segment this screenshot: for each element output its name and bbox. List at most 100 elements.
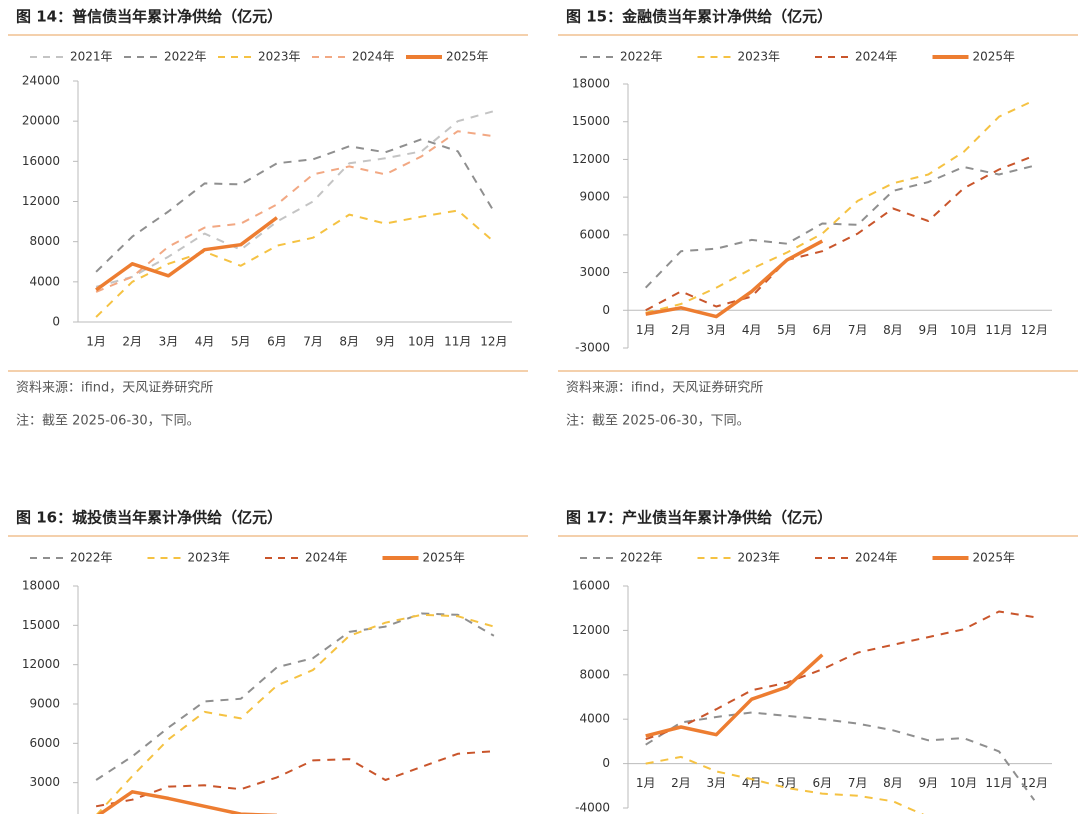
x-tick-label: 8月 <box>883 776 903 790</box>
note: 注：截至 2025-06-30，下同。 <box>566 414 750 429</box>
y-tick-label: 12000 <box>22 194 60 208</box>
series-line <box>95 216 278 292</box>
y-tick-label: 12000 <box>572 152 610 166</box>
x-tick-label: 1月 <box>636 323 656 337</box>
series-line <box>97 790 277 814</box>
chart-title: 图 14：普信债当年累计净供给（亿元） <box>16 8 282 26</box>
chart-title: 图 16：城投债当年累计净供给（亿元） <box>16 509 282 527</box>
legend-label: 2025年 <box>423 551 466 565</box>
y-tick-label: 4000 <box>579 712 610 726</box>
x-tick-label: 11月 <box>985 323 1012 337</box>
x-tick-label: 2月 <box>122 335 142 349</box>
y-tick-label: 18000 <box>22 579 60 593</box>
series-line <box>645 755 925 814</box>
source: 资料来源：ifind，天风证券研究所 <box>566 380 763 396</box>
y-tick-label: 8000 <box>29 234 60 248</box>
y-tick-label: 0 <box>52 315 60 329</box>
y-tick-label: 18000 <box>572 77 610 91</box>
x-tick-label: 11月 <box>985 776 1012 790</box>
x-tick-label: 1月 <box>86 335 106 349</box>
chart-title: 图 17：产业债当年累计净供给（亿元） <box>566 509 832 527</box>
y-tick-label: -4000 <box>575 801 610 814</box>
legend-label: 2025年 <box>446 50 489 64</box>
x-tick-label: 9月 <box>919 323 939 337</box>
y-tick-label: -3000 <box>575 341 610 355</box>
y-tick-label: 6000 <box>579 227 610 241</box>
y-tick-label: 15000 <box>572 114 610 128</box>
x-tick-label: 6月 <box>267 335 287 349</box>
legend-label: 2022年 <box>164 50 207 64</box>
x-tick-label: 6月 <box>813 323 833 337</box>
x-tick-label: 12月 <box>480 335 507 349</box>
series-line <box>644 164 1035 289</box>
x-tick-label: 4月 <box>195 335 215 349</box>
x-tick-label: 4月 <box>742 323 762 337</box>
legend-label: 2024年 <box>305 551 348 565</box>
series-line <box>645 99 1035 314</box>
series-line <box>95 110 495 288</box>
x-tick-label: 3月 <box>707 323 727 337</box>
source: 资料来源：ifind，天风证券研究所 <box>16 380 213 396</box>
legend-label: 2021年 <box>70 50 113 64</box>
x-tick-label: 2月 <box>671 776 691 790</box>
y-tick-label: 0 <box>602 756 610 770</box>
y-tick-label: 16000 <box>22 154 60 168</box>
legend-label: 2023年 <box>738 551 781 565</box>
series-line <box>645 711 1036 801</box>
y-tick-label: 0 <box>602 303 610 317</box>
x-tick-label: 4月 <box>742 776 762 790</box>
x-tick-label: 10月 <box>950 323 977 337</box>
x-tick-label: 7月 <box>848 776 868 790</box>
x-tick-label: 8月 <box>883 323 903 337</box>
x-tick-label: 6月 <box>813 776 833 790</box>
legend-label: 2022年 <box>620 551 663 565</box>
series-line <box>95 612 495 781</box>
legend-label: 2024年 <box>352 50 395 64</box>
x-tick-label: 1月 <box>636 776 656 790</box>
y-tick-label: 9000 <box>579 190 610 204</box>
series-line <box>95 138 495 273</box>
series-line <box>645 610 1035 741</box>
legend-label: 2025年 <box>973 50 1016 64</box>
series-line <box>645 653 824 738</box>
y-tick-label: 6000 <box>29 736 60 750</box>
x-tick-label: 9月 <box>376 335 396 349</box>
legend-label: 2022年 <box>620 50 663 64</box>
series-line <box>645 154 1035 312</box>
x-tick-label: 2月 <box>671 323 691 337</box>
x-tick-label: 5月 <box>777 323 797 337</box>
x-tick-label: 3月 <box>707 776 727 790</box>
chart-title: 图 15：金融债当年累计净供给（亿元） <box>566 8 832 26</box>
legend-label: 2023年 <box>188 551 231 565</box>
series-line <box>95 209 495 318</box>
series-line <box>95 130 495 293</box>
legend-label: 2025年 <box>973 551 1016 565</box>
note: 注：截至 2025-06-30，下同。 <box>16 414 200 429</box>
legend-label: 2024年 <box>855 551 898 565</box>
y-tick-label: 24000 <box>22 74 60 88</box>
y-tick-label: 20000 <box>22 114 60 128</box>
x-tick-label: 7月 <box>848 323 868 337</box>
legend-label: 2023年 <box>738 50 781 64</box>
y-tick-label: 12000 <box>572 623 610 637</box>
series-line <box>95 750 494 808</box>
x-tick-label: 3月 <box>159 335 179 349</box>
x-tick-label: 5月 <box>231 335 251 349</box>
x-tick-label: 5月 <box>777 776 797 790</box>
y-tick-label: 12000 <box>22 657 60 671</box>
x-tick-label: 10月 <box>950 776 977 790</box>
y-tick-label: 16000 <box>572 579 610 593</box>
x-tick-label: 12月 <box>1021 323 1048 337</box>
x-tick-label: 7月 <box>303 335 323 349</box>
series-line <box>645 239 824 319</box>
y-tick-label: 9000 <box>29 697 60 711</box>
legend-label: 2022年 <box>70 551 113 565</box>
y-tick-label: 8000 <box>579 667 610 681</box>
series-line <box>96 613 495 814</box>
y-tick-label: 4000 <box>29 274 60 288</box>
legend-label: 2023年 <box>258 50 301 64</box>
y-tick-label: 3000 <box>579 265 610 279</box>
legend-label: 2024年 <box>855 50 898 64</box>
